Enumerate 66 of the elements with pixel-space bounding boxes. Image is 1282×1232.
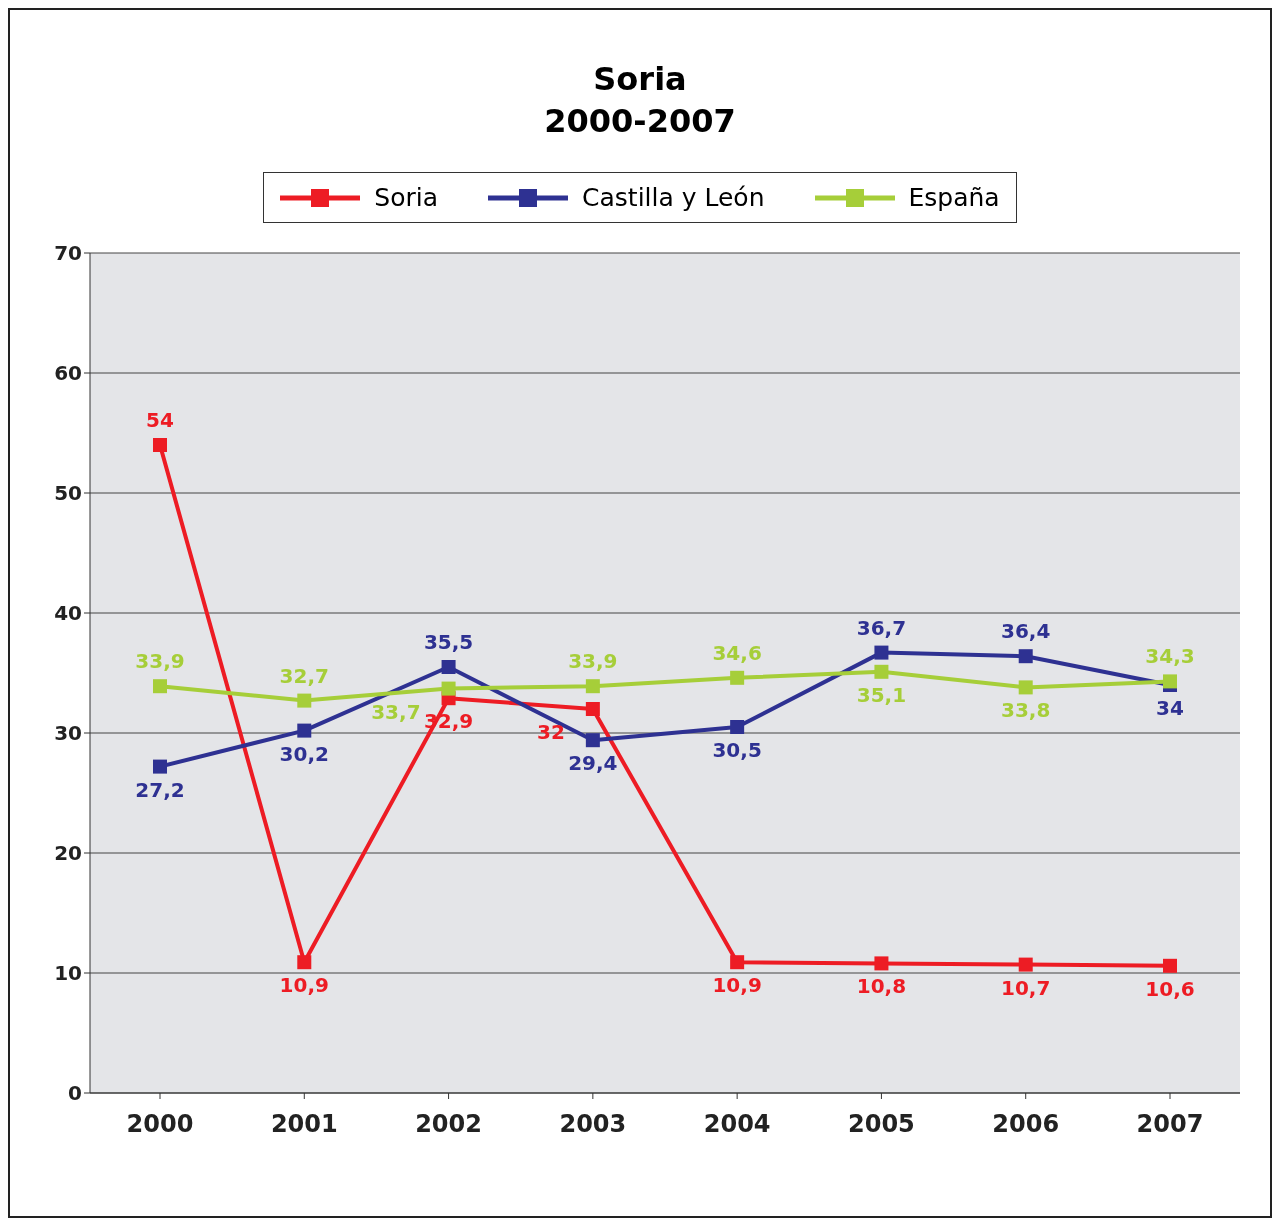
data-label: 30,2 [279,741,329,766]
point [1018,680,1033,695]
point [874,664,889,679]
y-tick-label: 30 [54,721,82,746]
point [585,733,600,748]
x-tick-label: 2002 [415,1110,482,1139]
point [441,681,456,696]
data-label: 10,9 [279,973,329,998]
data-label: 33,7 [371,699,421,724]
chart-title: Soria [592,59,688,100]
data-label: 35,1 [856,682,907,707]
data-label: 33,9 [135,649,185,674]
x-tick-label: 2005 [848,1110,915,1139]
point [585,702,600,716]
data-label: 32 [537,720,565,744]
data-label: 54 [146,408,174,432]
data-label: 34 [1156,696,1184,720]
data-label: 36,4 [1001,619,1051,644]
y-tick-label: 10 [54,961,82,986]
data-label: 10,7 [1001,975,1051,1000]
data-label: 35,5 [423,630,474,654]
x-tick-label: 2001 [270,1110,338,1139]
point [153,438,167,452]
x-tick-label: 2003 [559,1110,627,1139]
legend-label: Soria [374,183,439,212]
legend-label: España [908,183,1000,212]
point [153,679,167,694]
data-label: 29,4 [568,751,618,776]
data-label: 27,2 [135,777,185,802]
data-label: 10,6 [1145,976,1195,1001]
y-tick-label: 40 [54,601,82,626]
data-label: 33,8 [1001,698,1051,723]
point [730,720,745,734]
point [1163,674,1177,689]
point [153,759,167,774]
y-tick-label: 70 [54,241,82,266]
data-label: 10,9 [712,973,762,998]
y-tick-label: 20 [54,841,82,866]
legend-label: Castilla y León [582,183,765,212]
point [585,679,600,694]
chart-subtitle: 2000-2007 [543,101,737,142]
point [441,660,456,674]
data-label: 34,6 [712,640,762,665]
data-label: 36,7 [856,615,907,640]
point [1018,649,1033,664]
data-label: 34,3 [1145,644,1195,669]
point [1018,957,1033,972]
data-label: 30,5 [712,738,762,762]
point [874,645,889,660]
x-tick-label: 2007 [1136,1110,1204,1139]
y-tick-label: 50 [54,481,82,506]
point [297,723,312,738]
y-tick-label: 60 [54,361,82,386]
point [730,955,745,970]
x-tick-label: 2000 [126,1110,194,1139]
point [730,670,745,685]
point [874,956,889,971]
x-tick-label: 2006 [992,1110,1060,1139]
data-label: 10,8 [856,974,907,999]
point [1163,958,1177,973]
x-tick-label: 2004 [703,1110,771,1139]
data-label: 33,9 [568,649,618,674]
y-tick-label: 0 [68,1081,82,1106]
data-label: 32,7 [279,663,329,688]
point [297,693,312,708]
point [297,955,312,970]
